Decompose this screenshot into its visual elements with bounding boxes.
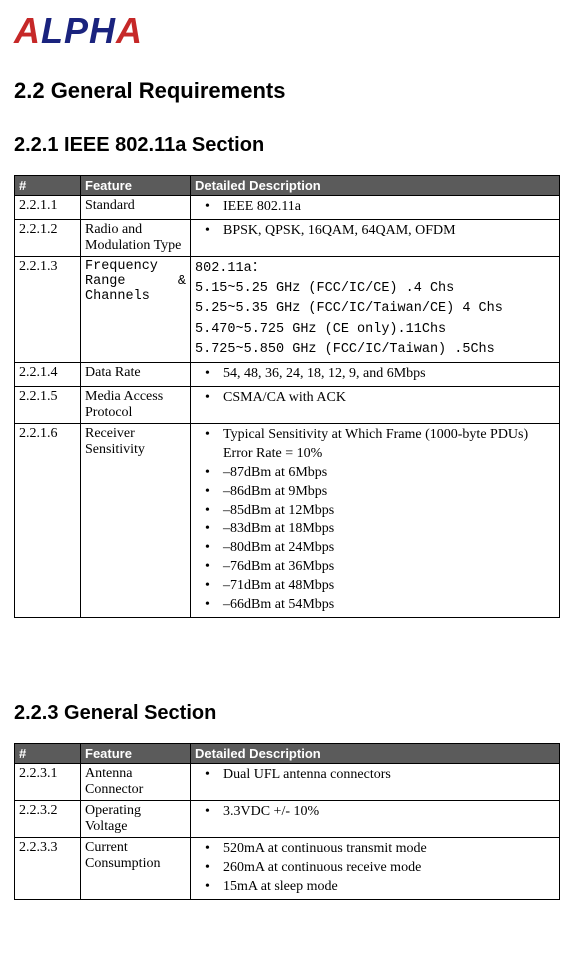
detail-item: 15mA at sleep mode xyxy=(195,878,555,897)
header-num: # xyxy=(15,743,81,763)
subsection-1-title: 2.2.1 IEEE 802.11a Section xyxy=(14,134,560,157)
table-row: 2.2.3.2 Operating Voltage 3.3VDC +/- 10% xyxy=(15,800,560,837)
feature-line: Range xyxy=(85,274,126,289)
table-row: 2.2.1.3 Frequency Range & Channels 802.1… xyxy=(15,256,560,362)
cell-detail: 802.11a： 5.15~5.25 GHz (FCC/IC/CE) .4 Ch… xyxy=(191,256,560,362)
table-row: 2.2.1.2 Radio and Modulation Type BPSK, … xyxy=(15,219,560,256)
detail-item: –71dBm at 48Mbps xyxy=(195,577,555,596)
detail-item: CSMA/CA with ACK xyxy=(195,389,555,408)
cell-detail: Dual UFL antenna connectors xyxy=(191,763,560,800)
cell-num: 2.2.3.3 xyxy=(15,837,81,899)
cell-detail: 520mA at continuous transmit mode 260mA … xyxy=(191,837,560,899)
detail-item: IEEE 802.11a xyxy=(195,198,555,217)
table-general: # Feature Detailed Description 2.2.3.1 A… xyxy=(14,743,560,900)
detail-item: 520mA at continuous transmit mode xyxy=(195,840,555,859)
detail-item: 3.3VDC +/- 10% xyxy=(195,803,555,822)
table-row: 2.2.1.1 Standard IEEE 802.11a xyxy=(15,196,560,220)
detail-item: –76dBm at 36Mbps xyxy=(195,558,555,577)
cell-feature: Data Rate xyxy=(81,363,191,387)
cell-detail: CSMA/CA with ACK xyxy=(191,387,560,424)
cell-detail: IEEE 802.11a xyxy=(191,196,560,220)
cell-feature: Media Access Protocol xyxy=(81,387,191,424)
cell-num: 2.2.1.6 xyxy=(15,424,81,618)
cell-feature: Operating Voltage xyxy=(81,800,191,837)
table-row: 2.2.1.4 Data Rate 54, 48, 36, 24, 18, 12… xyxy=(15,363,560,387)
detail-item: –86dBm at 9Mbps xyxy=(195,483,555,502)
cell-detail: BPSK, QPSK, 16QAM, 64QAM, OFDM xyxy=(191,219,560,256)
detail-item: BPSK, QPSK, 16QAM, 64QAM, OFDM xyxy=(195,222,555,241)
cell-detail: Typical Sensitivity at Which Frame (1000… xyxy=(191,424,560,618)
cell-detail: 3.3VDC +/- 10% xyxy=(191,800,560,837)
feature-line: & xyxy=(178,274,186,289)
cell-num: 2.2.1.1 xyxy=(15,196,81,220)
cell-detail: 54, 48, 36, 24, 18, 12, 9, and 6Mbps xyxy=(191,363,560,387)
section-gap xyxy=(14,618,560,688)
detail-line: 802.11a： xyxy=(195,259,555,279)
logo-letter-a1: A xyxy=(14,10,41,52)
cell-feature: Current Consumption xyxy=(81,837,191,899)
table-row: 2.2.3.1 Antenna Connector Dual UFL anten… xyxy=(15,763,560,800)
header-detail: Detailed Description xyxy=(191,743,560,763)
detail-line: 5.25~5.35 GHz (FCC/IC/Taiwan/CE) 4 Chs xyxy=(195,299,555,319)
cell-num: 2.2.1.3 xyxy=(15,256,81,362)
cell-num: 2.2.1.4 xyxy=(15,363,81,387)
table-row: 2.2.1.6 Receiver Sensitivity Typical Sen… xyxy=(15,424,560,618)
logo-letters-mid: LPH xyxy=(41,10,116,52)
subsection-2-title: 2.2.3 General Section xyxy=(14,702,560,725)
detail-item: –66dBm at 54Mbps xyxy=(195,596,555,615)
feature-line: Frequency xyxy=(85,259,158,274)
cell-num: 2.2.1.5 xyxy=(15,387,81,424)
cell-feature: Standard xyxy=(81,196,191,220)
section-title: 2.2 General Requirements xyxy=(14,78,560,104)
detail-item: 54, 48, 36, 24, 18, 12, 9, and 6Mbps xyxy=(195,365,555,384)
header-detail: Detailed Description xyxy=(191,176,560,196)
detail-item: Dual UFL antenna connectors xyxy=(195,766,555,785)
logo-letter-a2: A xyxy=(116,10,143,52)
detail-item: –80dBm at 24Mbps xyxy=(195,539,555,558)
detail-item: –87dBm at 6Mbps xyxy=(195,464,555,483)
detail-item: –85dBm at 12Mbps xyxy=(195,502,555,521)
cell-feature: Radio and Modulation Type xyxy=(81,219,191,256)
detail-line: 5.470~5.725 GHz (CE only).11Chs xyxy=(195,320,555,340)
feature-line: Channels xyxy=(85,289,150,304)
table-row: 2.2.3.3 Current Consumption 520mA at con… xyxy=(15,837,560,899)
header-feature: Feature xyxy=(81,176,191,196)
table-header-row: # Feature Detailed Description xyxy=(15,176,560,196)
cell-num: 2.2.3.2 xyxy=(15,800,81,837)
table-80211a: # Feature Detailed Description 2.2.1.1 S… xyxy=(14,175,560,618)
detail-item: Typical Sensitivity at Which Frame (1000… xyxy=(195,426,555,464)
cell-feature: Antenna Connector xyxy=(81,763,191,800)
header-num: # xyxy=(15,176,81,196)
detail-line: 5.725~5.850 GHz (FCC/IC/Taiwan) .5Chs xyxy=(195,340,555,360)
table-row: 2.2.1.5 Media Access Protocol CSMA/CA wi… xyxy=(15,387,560,424)
header-feature: Feature xyxy=(81,743,191,763)
cell-num: 2.2.3.1 xyxy=(15,763,81,800)
cell-num: 2.2.1.2 xyxy=(15,219,81,256)
detail-item: 260mA at continuous receive mode xyxy=(195,859,555,878)
table-header-row: # Feature Detailed Description xyxy=(15,743,560,763)
logo: A LPH A xyxy=(14,10,560,52)
cell-feature: Frequency Range & Channels xyxy=(81,256,191,362)
cell-feature: Receiver Sensitivity xyxy=(81,424,191,618)
detail-line: 5.15~5.25 GHz (FCC/IC/CE) .4 Chs xyxy=(195,279,555,299)
detail-item: –83dBm at 18Mbps xyxy=(195,520,555,539)
